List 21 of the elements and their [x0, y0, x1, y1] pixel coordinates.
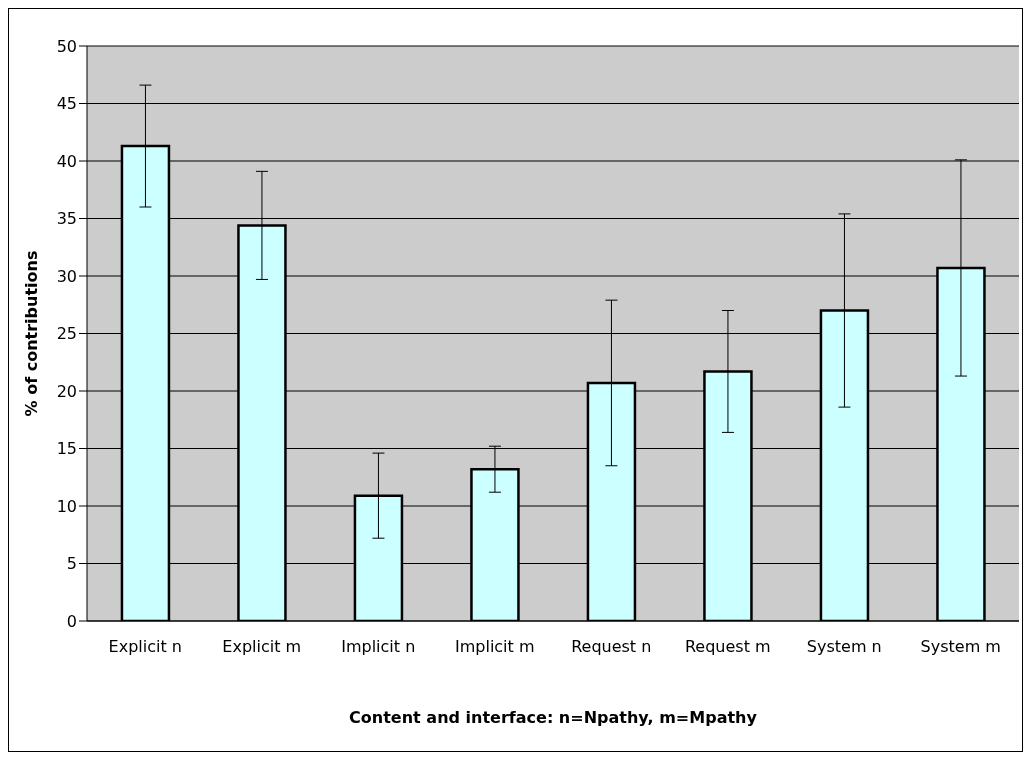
- x-tick-label: Explicit m: [222, 637, 302, 657]
- x-tick-label: System n: [806, 637, 882, 657]
- x-tick-label: System m: [920, 637, 1001, 657]
- y-tick-label: 50: [56, 36, 77, 56]
- x-tick-label: Implicit m: [454, 637, 535, 657]
- x-axis-title: Content and interface: n=Npathy, m=Mpathy: [349, 708, 758, 727]
- y-axis-title: % of contributions: [21, 250, 41, 417]
- y-tick-label: 35: [56, 209, 77, 229]
- y-tick-label: 30: [56, 266, 77, 286]
- y-tick-label: 15: [56, 439, 77, 459]
- x-tick-label: Request m: [684, 637, 771, 657]
- y-tick-label: 40: [56, 151, 77, 171]
- y-tick-label: 5: [66, 554, 77, 574]
- y-tick-label: 45: [56, 94, 77, 114]
- y-tick-label: 10: [56, 496, 77, 516]
- y-tick-label: 20: [56, 381, 77, 401]
- y-tick-label: 0: [66, 611, 77, 631]
- y-tick-label: 25: [56, 324, 77, 344]
- x-tick-label: Request n: [571, 637, 652, 657]
- x-tick-label: Implicit n: [341, 637, 416, 657]
- x-tick-label: Explicit n: [108, 637, 182, 657]
